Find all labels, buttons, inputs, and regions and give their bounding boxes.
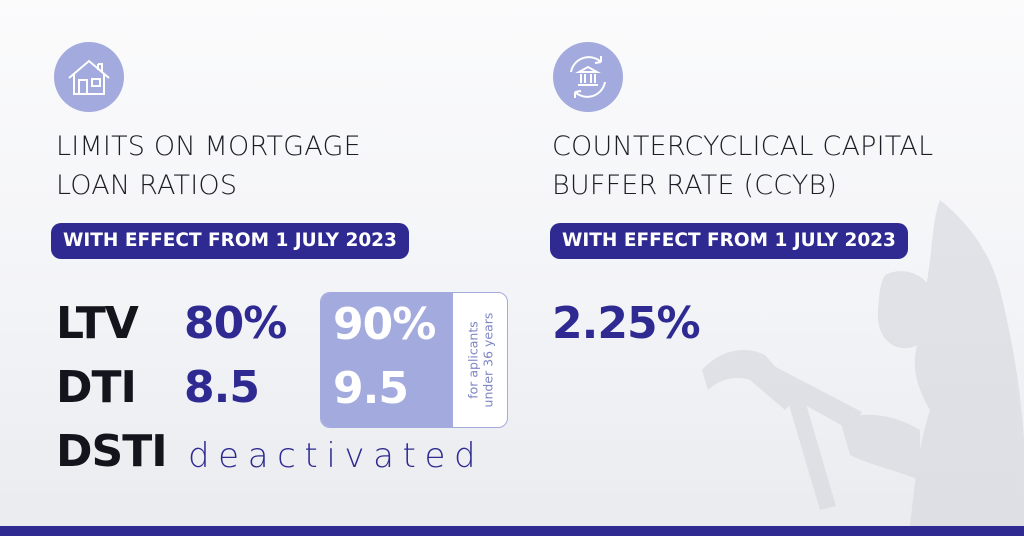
young-note-line1: for aplicants — [465, 321, 480, 399]
bottom-bar — [0, 526, 1024, 536]
house-icon-badge — [54, 42, 124, 112]
mortgage-limits-title: LIMITS ON MORTGAGE LOAN RATIOS — [56, 131, 361, 201]
dti-value: 8.5 — [184, 362, 260, 413]
ccyb-title: COUNTERCYCLICAL CAPITAL BUFFER RATE (CCY… — [552, 131, 934, 201]
left-effective-date-badge: WITH EFFECT FROM 1 JULY 2023 — [51, 223, 409, 259]
dsti-label: DSTI — [56, 426, 168, 477]
young-applicants-values-panel: 90% 9.5 — [321, 293, 453, 427]
young-note-line2: under 36 years — [480, 312, 495, 408]
right-effective-date-badge: WITH EFFECT FROM 1 JULY 2023 — [550, 223, 908, 259]
young-applicants-note: for aplicants under 36 years — [453, 293, 507, 427]
dsti-value: deactivated — [188, 436, 485, 476]
bank-icon-badge — [553, 42, 623, 112]
ltv-young-value: 90% — [333, 299, 436, 350]
ltv-value: 80% — [184, 298, 287, 349]
young-applicants-box: 90% 9.5 for aplicants under 36 years — [320, 292, 508, 428]
dti-label: DTI — [56, 362, 137, 413]
statue-watermark — [702, 200, 1024, 526]
dti-young-value: 9.5 — [333, 363, 409, 414]
ccyb-rate-value: 2.25% — [552, 298, 701, 349]
bank-cycle-icon — [570, 56, 606, 98]
house-icon — [68, 59, 110, 95]
ltv-label: LTV — [56, 298, 139, 349]
